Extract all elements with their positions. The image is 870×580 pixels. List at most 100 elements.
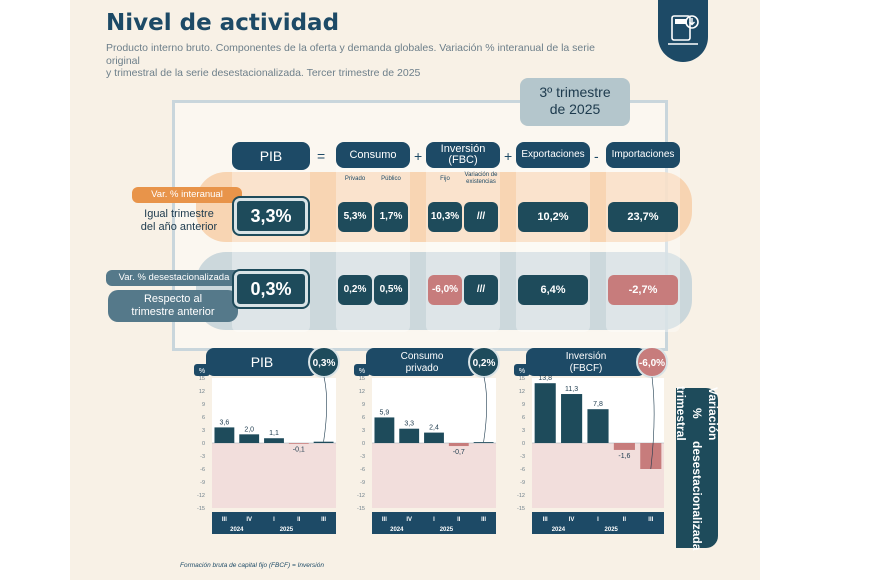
xtick-label: II <box>457 517 461 523</box>
data-label: -0,7 <box>453 449 465 456</box>
ytick-label: 3 <box>202 428 205 434</box>
chart-title-line-1: Consumo <box>401 351 444 362</box>
xaxis-box <box>372 512 496 534</box>
chart-title-box <box>366 348 478 376</box>
publico-desest-value: 0,5% <box>374 275 408 305</box>
chart-inversion-svg: Inversión(FBCF) -6,0%%15 12 9 6 3 0 -3 -6 -9 -12 -1… <box>514 346 668 534</box>
ytick-label: 9 <box>362 402 365 408</box>
xtick-label: III <box>648 517 653 523</box>
data-label: 3,6 <box>220 419 230 426</box>
data-label: 13,8 <box>538 375 552 382</box>
chart-inversion: Inversión (FBCF) -6,0%% 15 12 9 6 3 0 -3 -6 -9 -12 -1… <box>510 346 678 540</box>
xtick-label: I <box>273 517 275 523</box>
bar <box>640 443 662 469</box>
ytick-label: 12 <box>359 389 365 395</box>
consumo-publico-subheader: Público <box>381 176 401 182</box>
chart-title-box <box>206 348 318 376</box>
year-label: 2025 <box>605 527 619 533</box>
ytick-label: 9 <box>202 402 205 408</box>
ylabel: % <box>519 368 525 375</box>
existencias-desest-value: /// <box>464 275 498 305</box>
desest-label: Respecto al trimestre anterior <box>108 290 238 322</box>
equals-operator: = <box>317 148 326 164</box>
chart-badge-value: 0,3% <box>313 358 336 369</box>
ytick-label: -15 <box>357 506 365 512</box>
institution-logo <box>658 0 708 62</box>
bar <box>473 442 494 443</box>
desest-label-line-1: Respecto al <box>143 293 203 305</box>
bar <box>399 428 420 443</box>
ytick-label: -6 <box>520 467 525 473</box>
bar <box>561 394 583 443</box>
year-label: 2024 <box>390 527 404 533</box>
interanual-label: Igual trimestre del año anterior <box>120 208 238 234</box>
xaxis-box <box>532 512 664 534</box>
bar <box>587 409 609 443</box>
ylabel-box <box>354 364 370 376</box>
ylabel: % <box>199 368 205 375</box>
consumo-header: Consumo <box>336 142 410 168</box>
interanual-label-line-2: del año anterior <box>140 221 218 233</box>
ytick-label: 3 <box>522 428 525 434</box>
chart-pib: PIB 0,3%% 15 12 9 6 3 0 -3 -6 -9 -12 -15 3,6 2,0 1,1 -0,… <box>190 346 348 540</box>
ytick-label: -15 <box>517 506 525 512</box>
chart-badge-value: -6,0% <box>639 358 665 369</box>
subtitle-line-1: Producto interno bruto. Componentes de l… <box>106 42 595 67</box>
ytick-label: -15 <box>197 506 205 512</box>
subtitle-line-2: y trimestral de la serie desestacionaliz… <box>106 67 421 79</box>
importaciones-interanual-value: 23,7% <box>608 202 678 232</box>
inversion-header: Inversión (FBC) <box>426 142 500 168</box>
ytick-label: 9 <box>522 402 525 408</box>
ytick-label: 6 <box>522 415 525 421</box>
xtick-label: I <box>433 517 435 523</box>
page-subtitle: Producto interno bruto. Componentes de l… <box>106 42 626 80</box>
bar <box>534 383 556 443</box>
ytick-label: 12 <box>199 389 205 395</box>
inversion-header-line-1: Inversión <box>440 143 486 155</box>
exportaciones-desest-value: 6,4% <box>518 275 588 305</box>
plot-negative-area <box>372 443 496 508</box>
ytick-label: 6 <box>362 415 365 421</box>
interanual-tag: Var. % interanual <box>132 187 242 203</box>
ytick-label: 15 <box>519 376 525 382</box>
plot-negative-area <box>212 443 336 508</box>
ytick-label: 0 <box>362 441 365 447</box>
bar <box>239 434 260 443</box>
pointer-line <box>483 376 487 443</box>
chart-title-line-2: (FBCF) <box>570 363 603 374</box>
existencias-interanual-value: /// <box>464 202 498 232</box>
ytick-label: 0 <box>522 441 525 447</box>
chart-title-box <box>526 348 646 376</box>
bar <box>288 443 309 444</box>
ytick-label: -6 <box>360 467 365 473</box>
minus-operator: - <box>594 148 599 164</box>
ytick-label: -12 <box>197 493 205 499</box>
pointer-line <box>323 376 327 442</box>
fijo-subheader: Fijo <box>440 176 450 182</box>
fijo-interanual-value: 10,3% <box>428 202 462 232</box>
calculator-icon <box>668 15 699 45</box>
ytick-label: -3 <box>200 454 205 460</box>
ytick-label: 6 <box>202 415 205 421</box>
chart-title-line-2: privado <box>406 363 439 374</box>
privado-desest-value: 0,2% <box>338 275 372 305</box>
ylabel-box <box>514 364 530 376</box>
side-label-line-2: desestacionalizada <box>690 440 704 551</box>
bar <box>313 441 334 443</box>
ytick-label: -3 <box>520 454 525 460</box>
ytick-label: -9 <box>520 480 525 486</box>
xtick-label: III <box>543 517 548 523</box>
xtick-label: II <box>623 517 627 523</box>
chart-pib-svg: PIB 0,3%%15 12 9 6 3 0 -3 -6 -9 -12 -15 3,6 2,0 1,1 -0,… <box>194 346 340 534</box>
desest-tag: Var. % desestacionalizada <box>106 270 242 286</box>
importaciones-desest-value: -2,7% <box>608 275 678 305</box>
desest-label-line-2: trimestre anterior <box>131 306 215 318</box>
ylabel: % <box>359 368 365 375</box>
xtick-label: III <box>481 517 486 523</box>
data-label: 1,1 <box>269 430 279 437</box>
ytick-label: -12 <box>357 493 365 499</box>
footnote: Formación bruta de capital fijo (FBCF) =… <box>180 562 324 569</box>
publico-interanual-value: 1,7% <box>374 202 408 232</box>
plus-operator-2: + <box>504 148 513 164</box>
